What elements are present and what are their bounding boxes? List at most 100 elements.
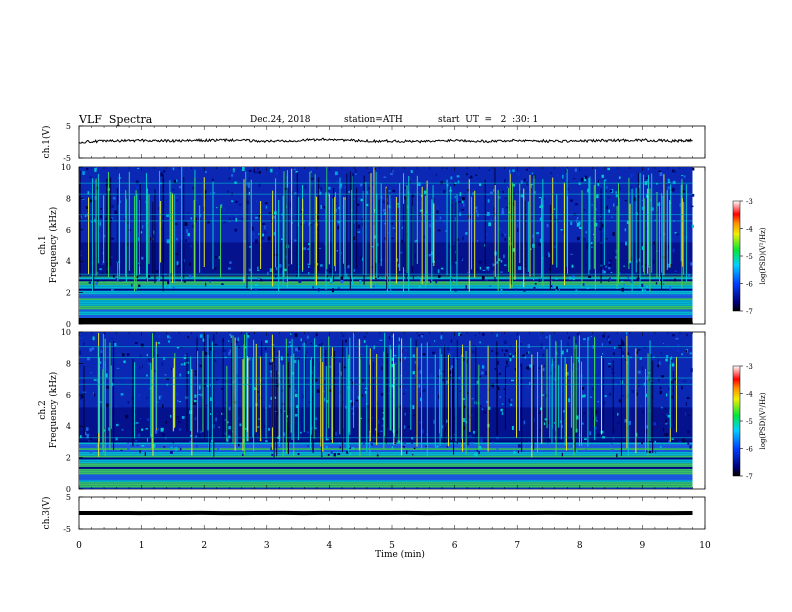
spectral-cell	[497, 386, 500, 391]
sferic-line	[421, 186, 423, 285]
spectral-cell	[415, 239, 418, 242]
sferic-line	[139, 200, 141, 275]
spectral-cell	[434, 340, 436, 342]
spectral-cell	[353, 198, 355, 200]
spectral-cell	[597, 179, 600, 183]
sferic-line	[451, 200, 453, 265]
spectral-cell	[474, 453, 478, 458]
spectral-cell	[689, 352, 692, 355]
spectral-cell	[412, 183, 416, 185]
spectral-cell	[435, 445, 438, 449]
spectral-cell	[119, 200, 122, 204]
spectral-cell	[317, 215, 320, 220]
spectral-cell	[274, 410, 277, 412]
spectral-cell	[546, 438, 550, 443]
spectral-cell	[220, 210, 222, 214]
spectral-cell	[310, 371, 314, 374]
spectral-cell	[470, 415, 473, 417]
spectral-cell	[599, 284, 603, 288]
spectral-cell	[376, 283, 378, 287]
sferic-line	[672, 370, 674, 428]
spectral-cell	[455, 357, 457, 361]
spectral-cell	[540, 343, 543, 347]
spectral-cell	[305, 351, 308, 354]
spectral-cell	[476, 239, 478, 242]
spectral-cell	[420, 392, 422, 397]
sferic-line	[370, 173, 372, 289]
spectral-cell	[445, 167, 449, 170]
frequency-band	[79, 468, 693, 471]
spectral-cell	[268, 212, 271, 214]
colorbar-tick-label: -6	[746, 446, 753, 454]
sferic-line	[83, 365, 85, 437]
spectral-cell	[567, 398, 571, 403]
spectral-cell	[408, 202, 411, 206]
spectral-cell	[439, 216, 442, 220]
sferic-line	[316, 196, 318, 286]
spectral-cell	[80, 222, 82, 226]
spectral-cell	[405, 388, 408, 391]
spectral-cell	[659, 386, 662, 390]
spectral-cell	[588, 336, 590, 341]
spectral-cell	[187, 371, 190, 374]
y-tick-label: 8	[66, 359, 71, 368]
spectral-cell	[254, 283, 258, 287]
spectral-cell	[682, 438, 686, 443]
spectral-cell	[529, 364, 532, 368]
sferic-line	[272, 190, 274, 287]
spectral-cell	[508, 236, 510, 241]
spectral-cell	[391, 223, 394, 225]
spectral-cell	[233, 397, 236, 400]
spectral-cell	[486, 400, 489, 404]
sferic-line	[541, 364, 543, 444]
spectral-cell	[442, 370, 445, 373]
spectral-cell	[374, 428, 377, 431]
spectral-cell	[213, 192, 216, 194]
spectral-cell	[187, 232, 190, 237]
sferic-line	[339, 177, 341, 280]
sferic-line	[451, 365, 453, 440]
sferic-line	[564, 356, 566, 446]
sferic-line	[645, 368, 647, 452]
spectral-cell	[556, 351, 558, 355]
sferic-line	[487, 345, 489, 452]
spectral-cell	[672, 169, 675, 173]
spectral-cell	[105, 373, 108, 378]
sferic-line	[312, 358, 314, 454]
spectral-cell	[492, 441, 494, 445]
spectral-cell	[461, 199, 464, 204]
spectral-cell	[205, 282, 207, 287]
spectral-cell	[229, 217, 231, 221]
spectral-cell	[326, 438, 329, 441]
frequency-band	[79, 273, 693, 275]
spectral-cell	[281, 390, 284, 392]
sferic-line	[475, 346, 477, 439]
sferic-line	[372, 362, 374, 435]
spectral-cell	[295, 347, 299, 352]
spectral-cell	[614, 347, 616, 350]
spectral-cell	[565, 372, 569, 376]
spectral-cell	[689, 445, 692, 449]
spectral-cell	[618, 399, 621, 403]
spectral-cell	[258, 171, 262, 174]
spectral-cell	[180, 363, 184, 366]
spectral-cell	[90, 221, 93, 223]
spectral-cell	[294, 390, 297, 392]
sferic-line	[616, 205, 618, 290]
sferic-line	[461, 357, 463, 440]
spectral-cell	[500, 288, 503, 293]
spectral-cell	[242, 453, 244, 457]
spectral-cell	[496, 447, 499, 451]
sferic-line	[190, 356, 192, 432]
spectral-cell	[483, 413, 485, 418]
spectral-cell	[257, 266, 259, 270]
spectral-cell	[249, 284, 252, 287]
spectral-cell	[459, 333, 462, 337]
spectral-cell	[270, 402, 273, 404]
spectral-cell	[164, 373, 167, 376]
spectral-cell	[336, 250, 338, 252]
spectral-cell	[315, 333, 318, 337]
spectral-cell	[164, 284, 166, 288]
spectral-cell	[285, 255, 288, 259]
spectral-cell	[667, 186, 670, 190]
